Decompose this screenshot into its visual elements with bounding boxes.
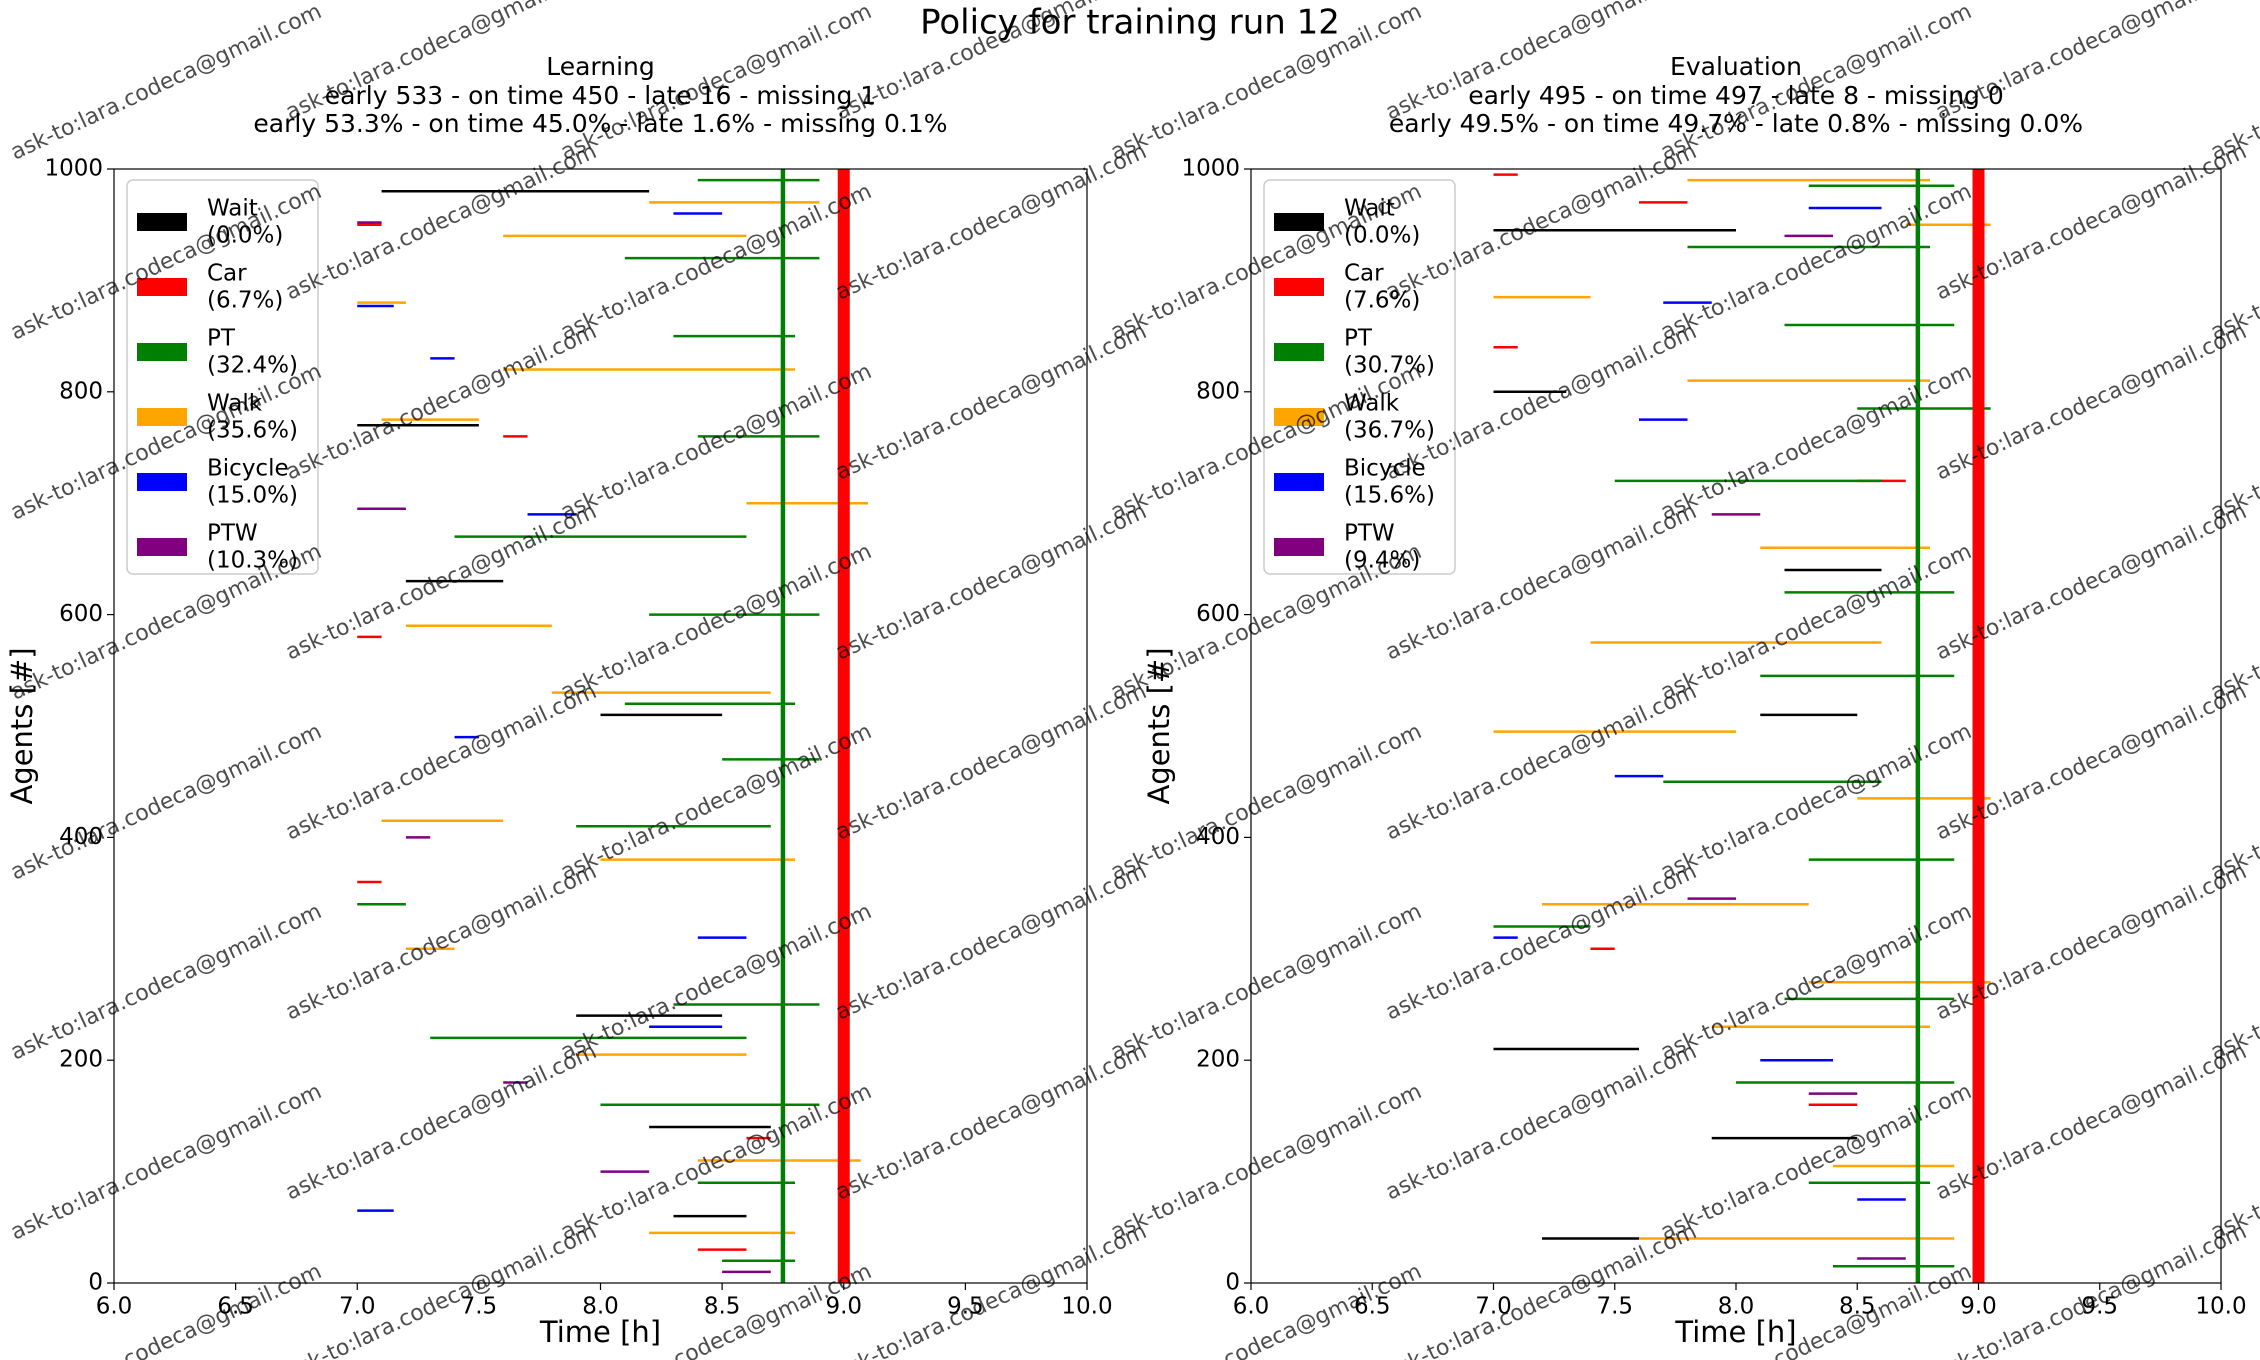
legend-label: Bicycle	[1344, 456, 1426, 482]
legend-label: Wait	[207, 196, 258, 222]
y-tick-label: 400	[59, 824, 103, 850]
y-tick-label: 1000	[44, 156, 103, 182]
x-tick-label: 9.5	[2081, 1294, 2118, 1320]
legend-share: (10.3%)	[207, 548, 298, 574]
legend-share: (15.6%)	[1344, 483, 1435, 509]
legend-swatch	[1274, 408, 1324, 426]
x-tick-label: 6.5	[217, 1294, 254, 1320]
legend-swatch	[137, 213, 187, 231]
legend-label: PTW	[207, 521, 258, 547]
legend-label: Wait	[1344, 196, 1395, 222]
y-tick-label: 200	[59, 1047, 103, 1073]
y-tick-label: 200	[1196, 1047, 1240, 1073]
y-tick-label: 0	[1225, 1270, 1240, 1296]
x-tick-label: 8.0	[1718, 1294, 1755, 1320]
chart-subtitle: early 533 - on time 450 - late 16 - miss…	[325, 81, 876, 110]
x-tick-label: 10.0	[2195, 1294, 2246, 1320]
chart-title: Evaluation	[1670, 52, 1802, 81]
legend-label: Walk	[207, 391, 263, 417]
legend-label: Car	[207, 261, 247, 287]
x-tick-label: 10.0	[1061, 1294, 1112, 1320]
legend-share: (15.0%)	[207, 483, 298, 509]
y-tick-label: 800	[1196, 378, 1240, 404]
legend-label: PT	[207, 326, 236, 352]
y-tick-label: 600	[59, 601, 103, 627]
legend-share: (36.7%)	[1344, 418, 1435, 444]
legend-label: PT	[1344, 326, 1373, 352]
legend-label: Car	[1344, 261, 1384, 287]
legend-swatch	[1274, 473, 1324, 491]
y-axis-label: Agents [#]	[1142, 647, 1176, 804]
x-tick-label: 9.5	[947, 1294, 984, 1320]
y-axis-label: Agents [#]	[5, 647, 39, 804]
x-tick-label: 8.5	[1839, 1294, 1876, 1320]
legend-label: Bicycle	[207, 456, 289, 482]
chart-subtitle: early 53.3% - on time 45.0% - late 1.6% …	[253, 109, 947, 138]
legend-swatch	[1274, 213, 1324, 231]
x-tick-label: 9.0	[1960, 1294, 1997, 1320]
x-tick-label: 6.0	[1233, 1294, 1270, 1320]
y-tick-label: 0	[88, 1270, 103, 1296]
y-tick-label: 400	[1196, 824, 1240, 850]
legend-swatch	[137, 343, 187, 361]
legend-share: (9.4%)	[1344, 548, 1420, 574]
legend-swatch	[137, 473, 187, 491]
x-axis-label: Time [h]	[539, 1315, 661, 1349]
legend-swatch	[137, 538, 187, 556]
legend-share: (0.0%)	[1344, 223, 1420, 249]
figure-title: Policy for training run 12	[920, 3, 1340, 43]
chart-subtitle: early 495 - on time 497 - late 8 - missi…	[1468, 81, 2004, 110]
x-tick-label: 6.0	[96, 1294, 133, 1320]
legend-share: (32.4%)	[207, 353, 298, 379]
x-tick-label: 8.0	[582, 1294, 619, 1320]
legend-label: PTW	[1344, 521, 1395, 547]
legend-swatch	[137, 408, 187, 426]
legend-share: (35.6%)	[207, 418, 298, 444]
x-tick-label: 6.5	[1354, 1294, 1391, 1320]
x-tick-label: 7.5	[1596, 1294, 1633, 1320]
legend-label: Walk	[1344, 391, 1400, 417]
legend-share: (30.7%)	[1344, 353, 1435, 379]
legend-share: (7.6%)	[1344, 288, 1420, 314]
x-tick-label: 9.0	[825, 1294, 862, 1320]
x-tick-label: 7.0	[1475, 1294, 1512, 1320]
legend-share: (6.7%)	[207, 288, 283, 314]
legend-swatch	[1274, 538, 1324, 556]
y-tick-label: 600	[1196, 601, 1240, 627]
chart-subtitle: early 49.5% - on time 49.7% - late 0.8% …	[1389, 109, 2083, 138]
x-tick-label: 7.0	[339, 1294, 376, 1320]
x-tick-label: 7.5	[461, 1294, 498, 1320]
x-axis-label: Time [h]	[1674, 1315, 1796, 1349]
legend-swatch	[1274, 343, 1324, 361]
legend-swatch	[1274, 278, 1324, 296]
legend-share: (0.0%)	[207, 223, 283, 249]
x-tick-label: 8.5	[704, 1294, 741, 1320]
chart-title: Learning	[546, 52, 655, 81]
y-tick-label: 1000	[1181, 156, 1240, 182]
legend-swatch	[137, 278, 187, 296]
y-tick-label: 800	[59, 378, 103, 404]
